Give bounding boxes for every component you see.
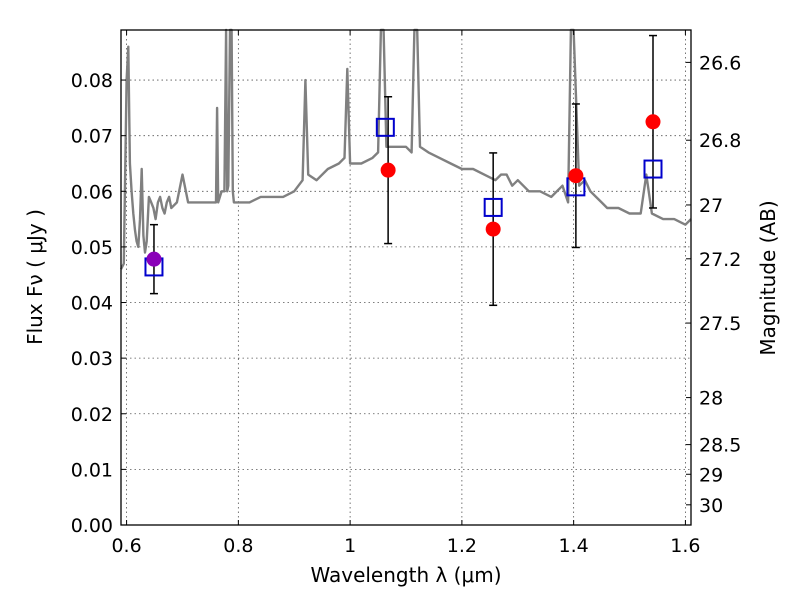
x-tick-label: 1: [344, 535, 356, 557]
y2-tick-label: 27.5: [699, 313, 741, 335]
y-tick-label: 0.08: [71, 70, 113, 92]
model-band-markers: [144, 117, 663, 277]
y-tick-label: 0.00: [71, 515, 113, 537]
y-tick-label: 0.03: [71, 348, 113, 370]
observed-point: [146, 251, 162, 267]
y2-ticks: 26.6 26.8 27 27.2 27.5 28 28.5 29 30: [686, 52, 741, 517]
x-tick-label: 1.6: [670, 535, 700, 557]
observed-point: [645, 114, 661, 130]
x-tick-label: 0.8: [223, 535, 253, 557]
spectrum-series: [119, 28, 692, 270]
y2-tick-label: 27.2: [699, 249, 741, 271]
y-tick-label: 0.01: [71, 459, 113, 481]
y2-axis-title: Magnitude (AB): [756, 200, 780, 355]
observed-point: [485, 221, 501, 237]
y-tick-label: 0.06: [71, 181, 113, 203]
y2-tick-label: 28.5: [699, 435, 741, 457]
model-band-square: [375, 117, 395, 137]
y2-tick-label: 30: [699, 495, 723, 517]
x-tick-label: 1.2: [447, 535, 477, 557]
y-ticks: 0.00 0.01 0.02 0.03 0.04 0.05 0.06 0.07 0.08: [71, 70, 126, 537]
observed-point: [380, 162, 396, 178]
observed-point: [568, 168, 584, 184]
observed-markers: [146, 114, 661, 267]
x-ticks: 0.6 0.8 1 1.2 1.4 1.6: [111, 30, 701, 557]
y-tick-label: 0.04: [71, 293, 113, 315]
y-tick-label: 0.05: [71, 237, 113, 259]
x-tick-label: 0.6: [111, 535, 141, 557]
y2-tick-label: 26.8: [699, 130, 741, 152]
y-axis-title: Flux Fν ( μJy ): [23, 209, 47, 345]
y-tick-label: 0.02: [71, 404, 113, 426]
y2-tick-label: 26.6: [699, 52, 741, 74]
y-tick-label: 0.07: [71, 126, 113, 148]
model-spectrum-line: [119, 28, 692, 270]
grid: [121, 30, 691, 526]
model-band-square: [643, 159, 663, 179]
y2-tick-label: 27: [699, 195, 723, 217]
y2-tick-label: 29: [699, 464, 723, 486]
model-band-square: [483, 197, 503, 217]
x-axis-title: Wavelength λ (μm): [310, 563, 501, 587]
y2-tick-label: 28: [699, 388, 723, 410]
plot-frame: [120, 29, 692, 526]
x-tick-label: 1.4: [559, 535, 589, 557]
